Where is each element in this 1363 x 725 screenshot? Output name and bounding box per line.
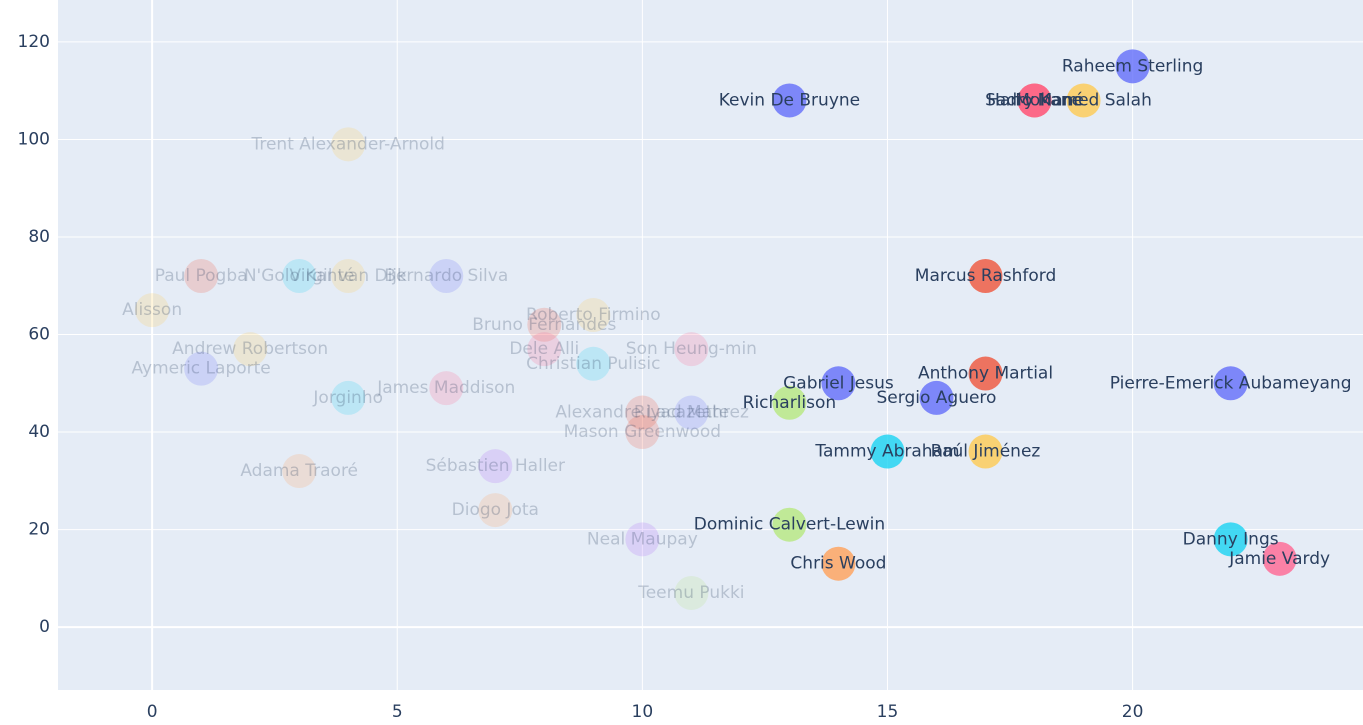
- point: [282, 454, 317, 489]
- point: [576, 346, 611, 381]
- point: [527, 307, 562, 342]
- point-label: Sadio Mané: [985, 90, 1084, 110]
- point-label: James Maddison: [376, 378, 515, 398]
- point-label: Bruno Fernandes: [472, 315, 616, 335]
- point-label: Teemu Pukki: [637, 583, 744, 603]
- point: [870, 434, 905, 469]
- point: [429, 259, 464, 293]
- y-tick-label: 100: [18, 129, 50, 149]
- point-label: Jamie Vardy: [1228, 549, 1330, 569]
- point-label: Danny Ings: [1183, 529, 1279, 549]
- y-tick-label: 20: [28, 520, 50, 540]
- point: [527, 332, 562, 367]
- point: [233, 332, 268, 367]
- point-label: Riyad Mahrez: [634, 403, 749, 423]
- point-label: Chris Wood: [790, 554, 886, 574]
- point-label: Alexandre Lacazette: [555, 403, 729, 423]
- point: [1066, 83, 1101, 118]
- point: [1262, 541, 1297, 576]
- point: [1017, 83, 1052, 118]
- point-label: Virgil van Dijk: [290, 266, 408, 286]
- point-label: Gabriel Jesus: [783, 373, 894, 393]
- point-label: Richarlison: [743, 393, 837, 413]
- point-label: Tammy Abraham: [814, 442, 959, 462]
- point-label: Jorginho: [312, 388, 383, 408]
- y-tick-label: 120: [18, 32, 50, 52]
- x-tick-label: 15: [877, 702, 899, 722]
- plot-background: [58, 0, 1363, 690]
- point-label: Paul Pogba: [155, 266, 248, 286]
- y-tick-label: 40: [28, 422, 50, 442]
- point-label: Kevin De Bruyne: [719, 90, 860, 110]
- point: [772, 83, 807, 118]
- point-label: Raheem Sterling: [1062, 56, 1203, 76]
- point-label: Harry Kane: [987, 90, 1082, 110]
- x-tick-label: 10: [632, 702, 654, 722]
- point-label: Sébastien Haller: [426, 456, 565, 476]
- point: [625, 522, 660, 557]
- point: [674, 395, 709, 430]
- point: [625, 395, 660, 430]
- point: [674, 332, 709, 367]
- point-label: Alisson: [122, 300, 182, 320]
- point: [1213, 366, 1248, 401]
- point: [331, 380, 366, 415]
- point: [1213, 522, 1248, 557]
- point-label: Marcus Rashford: [915, 266, 1056, 286]
- point-label: Aymeric Laporte: [132, 359, 271, 379]
- point: [968, 356, 1003, 391]
- x-tick-label: 20: [1122, 702, 1144, 722]
- point: [331, 127, 366, 162]
- y-tick-label: 0: [39, 617, 50, 637]
- point-label: Neal Maupay: [587, 529, 698, 549]
- point-label: N'Golo Kanté: [244, 266, 355, 286]
- y-tick-label: 60: [28, 325, 50, 345]
- point-label: Mason Greenwood: [564, 422, 722, 442]
- point-label: Pierre-Emerick Aubameyang: [1110, 373, 1352, 393]
- point-label: Mohamed Salah: [1015, 90, 1152, 110]
- point: [968, 259, 1003, 293]
- point-label: Adama Traoré: [240, 461, 358, 481]
- point-label: Anthony Martial: [918, 364, 1053, 384]
- point: [821, 546, 856, 581]
- point-label: Raúl Jiménez: [931, 442, 1041, 462]
- point: [1115, 49, 1150, 84]
- point: [478, 449, 513, 484]
- point: [184, 259, 219, 293]
- point: [772, 385, 807, 420]
- point: [919, 380, 954, 415]
- point: [478, 493, 513, 528]
- x-tick-label: 5: [392, 702, 403, 722]
- point-label: Sergio Aguero: [877, 388, 997, 408]
- point: [821, 366, 856, 401]
- point: [968, 434, 1003, 469]
- point-label: Diogo Jota: [452, 500, 539, 520]
- point-label: Christian Pulisic: [526, 354, 660, 374]
- point-label: Dele Alli: [509, 339, 579, 359]
- point: [429, 371, 464, 406]
- point: [772, 507, 807, 542]
- point: [331, 259, 366, 293]
- point: [576, 298, 611, 333]
- point-label: Trent Alexander-Arnold: [250, 134, 445, 154]
- point: [282, 259, 317, 293]
- point: [184, 351, 219, 386]
- point: [674, 575, 709, 610]
- point: [625, 415, 660, 450]
- point-label: Son Heung-min: [626, 339, 757, 359]
- point: [135, 293, 170, 328]
- point-label: Bernardo Silva: [384, 266, 508, 286]
- x-tick-label: 0: [147, 702, 158, 722]
- point-label: Roberto Firmino: [526, 305, 661, 325]
- y-tick-label: 80: [28, 227, 50, 247]
- point-label: Dominic Calvert-Lewin: [694, 515, 885, 535]
- point-label: Andrew Robertson: [172, 339, 328, 359]
